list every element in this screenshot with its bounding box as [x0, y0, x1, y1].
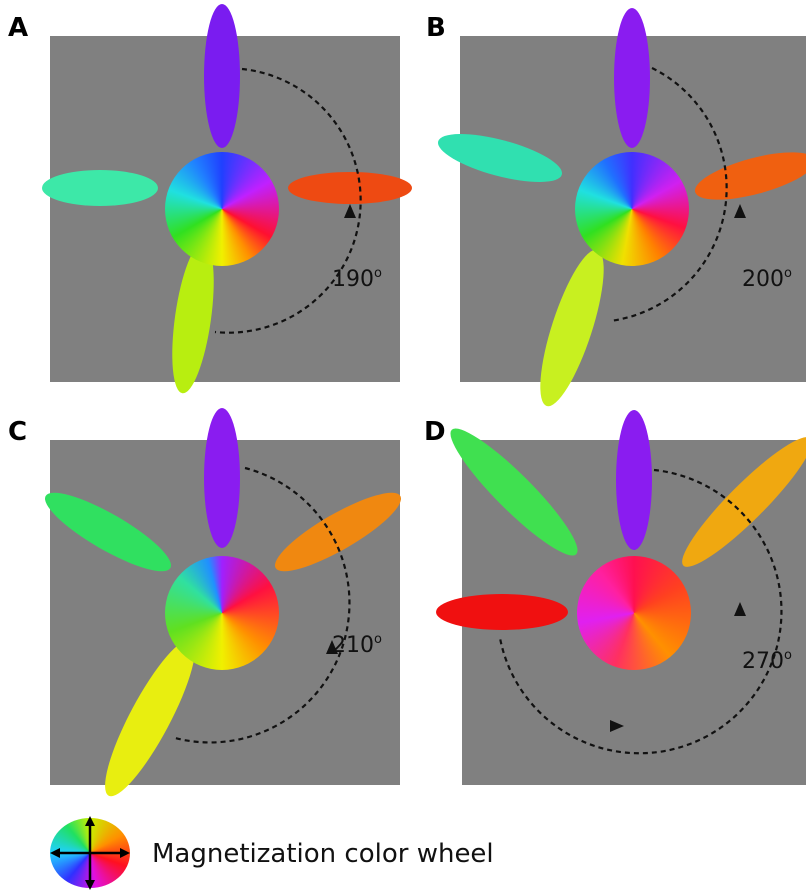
legend: Magnetization color wheel	[50, 816, 494, 892]
panel: 270o	[436, 410, 806, 785]
panel-label: D	[424, 417, 446, 447]
panel: 190o	[42, 4, 412, 396]
panel-label: A	[8, 13, 28, 43]
panel-label: C	[8, 417, 27, 447]
panel: 200o	[434, 8, 806, 412]
legend-text: Magnetization color wheel	[152, 839, 494, 869]
figure: A B C D 190o 200o 210o	[0, 0, 806, 892]
panel: 210o	[37, 408, 410, 805]
panel-label: B	[426, 13, 446, 43]
